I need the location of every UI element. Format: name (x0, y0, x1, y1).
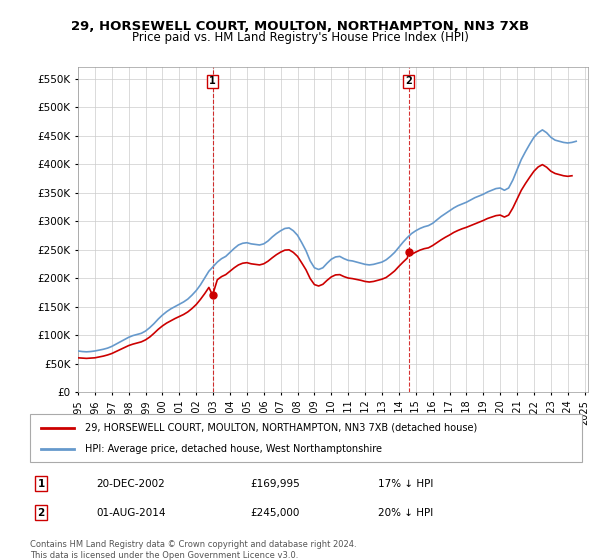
Text: £169,995: £169,995 (251, 479, 301, 489)
Text: £245,000: £245,000 (251, 508, 300, 517)
Text: 1: 1 (209, 77, 216, 86)
Text: Contains HM Land Registry data © Crown copyright and database right 2024.
This d: Contains HM Land Registry data © Crown c… (30, 540, 356, 560)
FancyBboxPatch shape (30, 414, 582, 462)
Text: 17% ↓ HPI: 17% ↓ HPI (378, 479, 433, 489)
Text: 01-AUG-2014: 01-AUG-2014 (96, 508, 166, 517)
Text: 20% ↓ HPI: 20% ↓ HPI (378, 508, 433, 517)
Text: 2: 2 (405, 77, 412, 86)
Text: HPI: Average price, detached house, West Northamptonshire: HPI: Average price, detached house, West… (85, 444, 382, 454)
Text: 1: 1 (37, 479, 44, 489)
Text: Price paid vs. HM Land Registry's House Price Index (HPI): Price paid vs. HM Land Registry's House … (131, 31, 469, 44)
Text: 29, HORSEWELL COURT, MOULTON, NORTHAMPTON, NN3 7XB (detached house): 29, HORSEWELL COURT, MOULTON, NORTHAMPTO… (85, 423, 478, 433)
Text: 29, HORSEWELL COURT, MOULTON, NORTHAMPTON, NN3 7XB: 29, HORSEWELL COURT, MOULTON, NORTHAMPTO… (71, 20, 529, 32)
Text: 20-DEC-2002: 20-DEC-2002 (96, 479, 165, 489)
Text: 2: 2 (37, 508, 44, 517)
